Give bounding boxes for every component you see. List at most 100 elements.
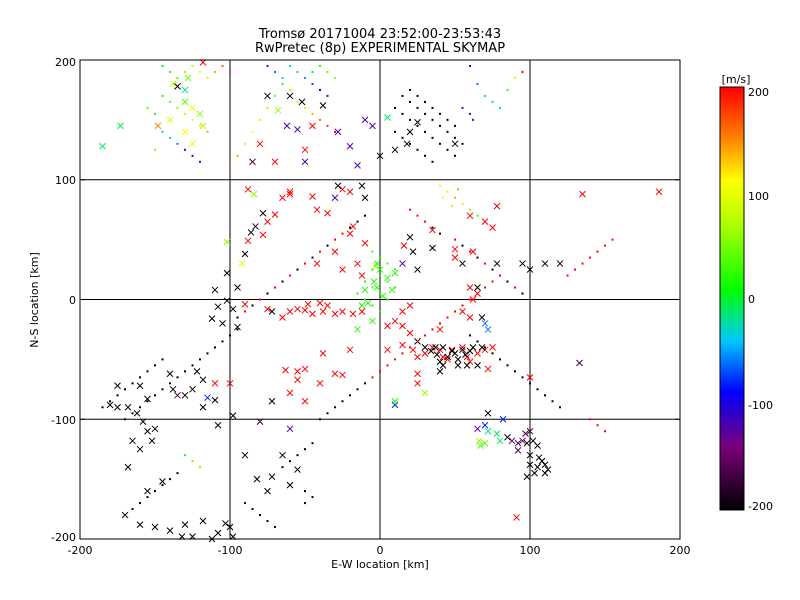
data-point-x [484,409,492,417]
data-point-x [241,300,249,308]
data-point-dot [304,262,306,265]
data-point-x [406,233,414,241]
data-point-dot [476,82,479,85]
data-point-x [376,152,384,160]
plot-frame [79,59,681,540]
data-point-x [526,451,534,459]
data-point-x [117,122,124,130]
data-point-x [466,212,474,220]
data-point-dot [416,94,419,97]
data-point-dot [439,322,441,325]
data-point-dot [442,196,444,199]
data-point-dot [236,154,239,157]
data-point-dot [236,316,239,319]
data-point-x [451,254,459,261]
data-point-dot [161,358,164,361]
data-point-dot [491,100,494,103]
data-point-x [526,427,534,435]
data-point-x [241,250,249,258]
data-point-x [294,305,301,313]
data-point-dot [454,136,456,139]
data-point-x [136,521,144,528]
data-point-dot [401,136,404,139]
data-point-dot [439,142,441,145]
data-point-dot [124,418,126,421]
data-point-dot [439,184,441,187]
data-point-dot [506,364,509,367]
data-point-x [211,379,219,387]
data-point-x [324,209,331,217]
data-point-dot [446,118,449,121]
data-point-dot [139,406,141,409]
data-point-x [459,308,466,315]
data-point-dot [296,100,299,103]
data-point-dot [191,154,194,157]
data-point-dot [439,112,441,115]
data-point-dot [446,190,449,193]
data-point-dot [191,64,194,67]
data-point-x [469,344,477,351]
data-point-dot [521,376,524,379]
data-point-x [354,260,361,267]
data-point-dot [326,412,329,415]
data-point-x [439,362,447,369]
data-point-dot [326,124,329,127]
data-point-x [439,344,447,351]
data-point-x [474,350,481,357]
data-point-x [493,430,501,437]
data-point-dot [244,502,246,505]
data-point-dot [259,118,261,121]
data-point-dot [484,262,486,265]
data-point-x [454,356,462,363]
data-point-dot [199,70,201,73]
data-point-x [286,92,294,100]
data-point-x [481,421,489,429]
data-point-x [391,146,399,154]
data-point-dot [169,70,171,73]
data-point-x [444,353,451,361]
data-point-dot [289,88,291,91]
data-point-x [271,211,279,218]
data-point-dot [364,214,366,217]
data-point-x [391,397,399,405]
colorbar: [m/s] 200 100 0 -100 -200 [719,73,773,513]
data-point-x [204,394,211,402]
data-point-dot [214,346,216,349]
data-point-dot [311,496,314,499]
data-point-dot [296,268,299,271]
data-point-dot [319,64,321,67]
data-point-x [264,218,271,226]
data-point-dot [139,502,141,505]
colorbar-tick-label: 100 [748,190,769,203]
data-point-x [268,473,276,481]
data-point-x [541,461,549,469]
data-point-dot [161,388,164,391]
data-point-dot [416,148,419,151]
data-point-x [384,322,391,330]
data-point-x [433,351,441,358]
data-point-dot [424,334,426,337]
x-tick-label: 0 [377,544,384,557]
data-point-x [451,245,459,253]
data-point-x [526,461,534,469]
data-point-x [499,415,507,423]
data-point-x [432,344,439,351]
data-point-dot [611,238,614,241]
data-point-x [229,305,237,313]
data-point-dot [176,76,179,79]
data-point-dot [379,292,381,295]
data-point-x [576,359,583,367]
data-point-dot [461,142,464,145]
data-point-x [223,269,231,277]
data-point-x [136,382,144,390]
data-point-dot [424,112,426,115]
data-point-dot [146,400,149,403]
data-point-dot [416,106,419,109]
data-point-dot [394,358,396,361]
data-point-x [166,370,174,378]
data-point-dot [371,250,374,253]
data-point-x [159,478,166,485]
data-point-dot [146,106,149,109]
colorbar-tick-label: 0 [748,293,755,306]
data-point-dot [161,94,164,97]
